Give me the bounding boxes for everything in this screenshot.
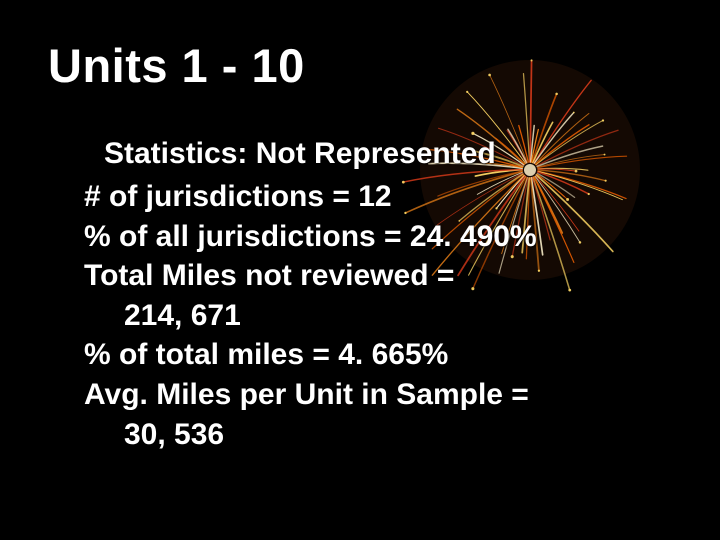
- slide: Units 1 - 10 Statistics: Not Represented…: [0, 0, 720, 454]
- slide-content: Statistics: Not Represented # of jurisdi…: [84, 137, 672, 454]
- stat-avg-label: Avg. Miles per Unit in Sample =: [84, 378, 529, 411]
- stat-avg-miles-per-unit: Avg. Miles per Unit in Sample = 30, 536: [84, 375, 672, 454]
- stat-miles-label: Total Miles not reviewed =: [84, 259, 454, 292]
- stat-miles-not-reviewed: Total Miles not reviewed = 214, 671: [84, 256, 672, 335]
- slide-title: Units 1 - 10: [48, 38, 672, 93]
- stat-jurisdictions-percent: % of all jurisdictions = 24. 490%: [84, 217, 672, 257]
- stat-total-miles-percent: % of total miles = 4. 665%: [84, 335, 672, 375]
- stat-avg-value: 30, 536: [124, 415, 672, 455]
- stat-jurisdictions-count: # of jurisdictions = 12: [84, 177, 672, 217]
- stats-subtitle: Statistics: Not Represented: [104, 137, 672, 171]
- stat-miles-value: 214, 671: [124, 296, 672, 336]
